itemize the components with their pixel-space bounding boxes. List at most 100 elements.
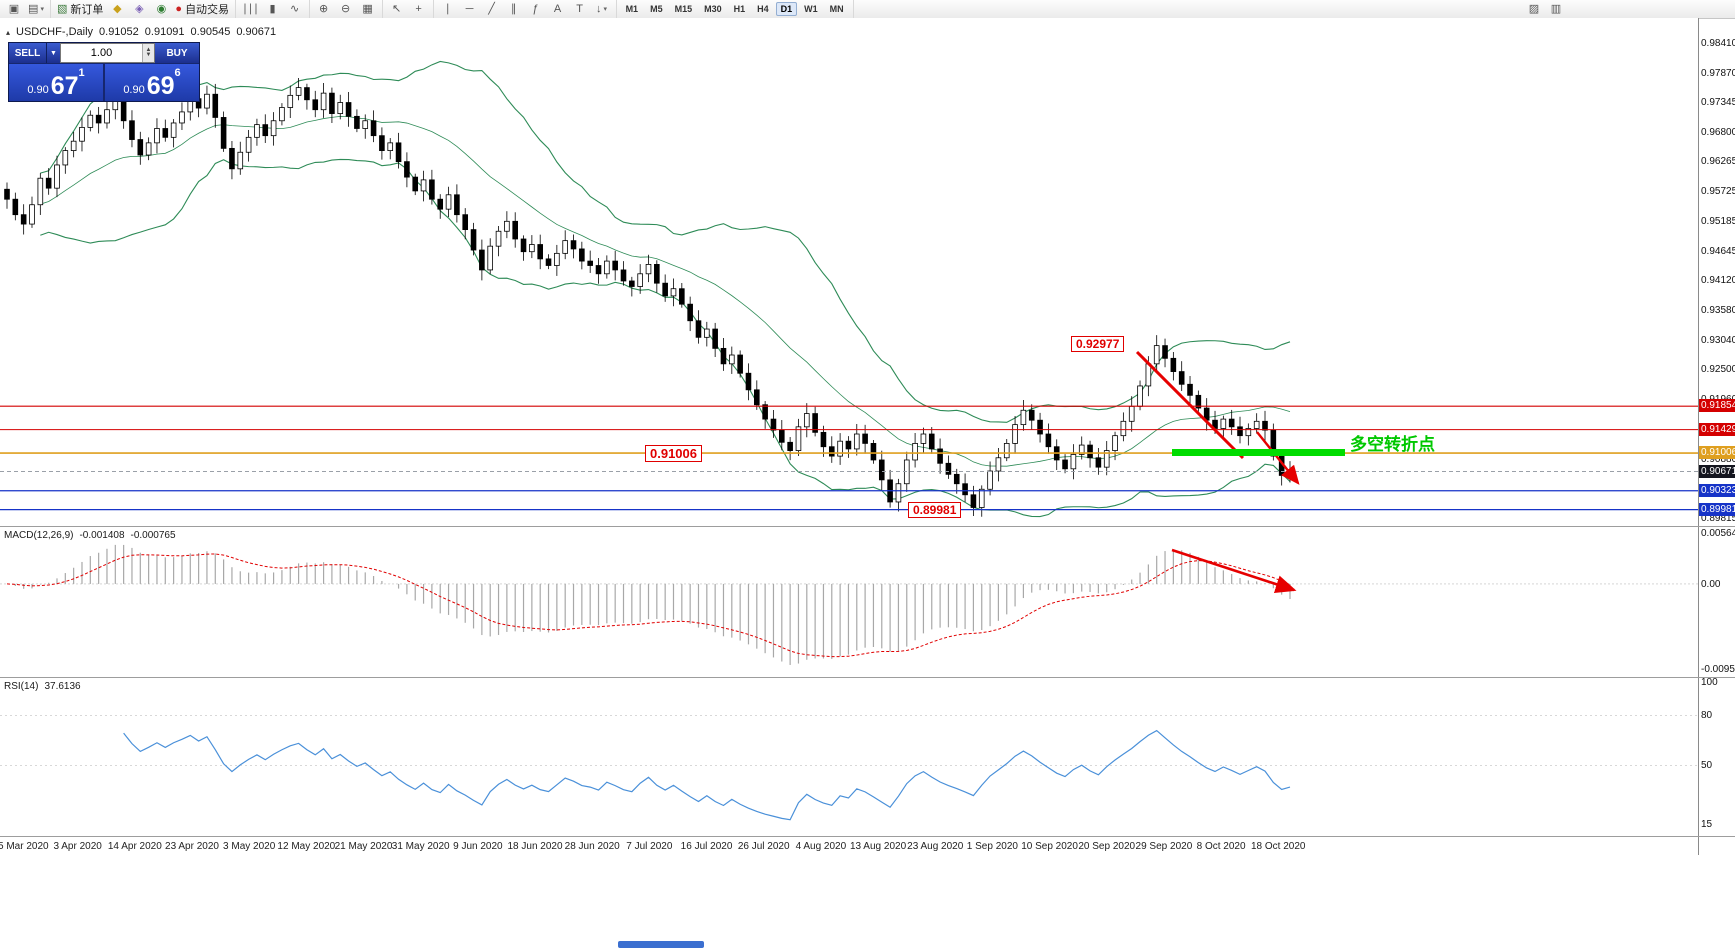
- auto-trading-button[interactable]: ● 自动交易: [173, 2, 231, 17]
- rsi-pane[interactable]: [0, 678, 1698, 836]
- channel-tool-icon: ∥: [510, 2, 517, 15]
- arrows-tool-icon: ↓: [596, 2, 602, 15]
- one-click-collapse-icon[interactable]: ▴: [6, 27, 11, 37]
- candlestick-mode-icon: ▮: [269, 2, 276, 15]
- turning-point-text[interactable]: 多空转折点: [1350, 435, 1435, 454]
- profiles-icon: ▤: [28, 2, 39, 15]
- timeframe-m30[interactable]: M30: [704, 4, 722, 14]
- timeframe-h1[interactable]: H1: [733, 4, 746, 14]
- macd-label: MACD(12,26,9) -0.001408 -0.000765: [4, 530, 176, 541]
- price-scale-label: 0.94120: [1701, 274, 1735, 286]
- price-scale-label: 0.92500: [1701, 364, 1735, 376]
- date-axis-label: 21 May 2020: [334, 841, 393, 852]
- date-axis-label: 10 Sep 2020: [1021, 841, 1078, 852]
- turning-point-zone[interactable]: [1172, 449, 1345, 456]
- fibonacci-tool-button[interactable]: ƒ: [526, 2, 546, 17]
- arrows-tool-button[interactable]: ↓ ▾: [592, 2, 612, 17]
- high-value: 0.91091: [144, 26, 185, 38]
- volume-down-icon[interactable]: ▼: [145, 52, 152, 58]
- scripts-button[interactable]: ◈: [129, 2, 149, 17]
- close-value: 0.90671: [236, 26, 277, 38]
- macd-down-arrow[interactable]: [1171, 548, 1297, 593]
- rsi-scale-label: 15: [1701, 818, 1713, 830]
- object-list-button[interactable]: ▥: [1546, 2, 1566, 17]
- text-tool-button[interactable]: A: [548, 2, 568, 17]
- down-arrow[interactable]: [1256, 431, 1300, 485]
- price-scale-border: [1698, 18, 1699, 855]
- bid-price[interactable]: 0.90 67 1: [9, 64, 103, 101]
- channel-tool-button[interactable]: ∥: [504, 2, 524, 17]
- new-order-button[interactable]: ▧ 新订单: [55, 2, 105, 17]
- volume-field: ▲ ▼: [60, 43, 155, 63]
- candlestick-mode-button[interactable]: ▮: [263, 2, 283, 17]
- line-chart-mode-button[interactable]: ∿: [285, 2, 305, 17]
- bar-chart-mode-button[interactable]: ∣∣∣: [240, 2, 261, 17]
- zoom-out-button[interactable]: ⊖: [336, 2, 356, 17]
- volume-spinner[interactable]: ▲ ▼: [142, 44, 154, 62]
- pane-divider[interactable]: [0, 526, 1735, 527]
- ask-price-small: 0.90: [123, 84, 145, 96]
- object-list-icon: ▥: [1550, 2, 1562, 15]
- pane-divider[interactable]: [0, 836, 1735, 837]
- date-axis-label: 23 Aug 2020: [907, 841, 964, 852]
- timeframe-mn[interactable]: MN: [829, 4, 844, 14]
- key-level-label[interactable]: 0.91006: [645, 445, 702, 462]
- line-chart-mode-icon: ∿: [289, 2, 300, 15]
- timeframe-m5[interactable]: M5: [650, 4, 663, 14]
- price-scale-label: 0.98410: [1701, 37, 1735, 49]
- fibonacci-tool-icon: ƒ: [532, 2, 539, 15]
- scripts-icon: ◈: [135, 2, 144, 15]
- open-value: 0.91052: [99, 26, 139, 38]
- expert-advisors-button[interactable]: ◆: [107, 2, 127, 17]
- price-scale-label: 0.94645: [1701, 245, 1735, 257]
- cursor-tool-button[interactable]: ↖: [387, 2, 407, 17]
- order-type-dropdown-icon[interactable]: ▼: [46, 43, 60, 63]
- profiles-caret-icon: ▾: [40, 6, 44, 13]
- price-badge: 0.90323: [1699, 483, 1735, 497]
- trendline-tool-button[interactable]: ╱: [482, 2, 502, 17]
- sell-button[interactable]: SELL: [9, 43, 46, 63]
- ask-price[interactable]: 0.90 69 6: [105, 64, 199, 101]
- macd-signal-line: [6, 553, 1291, 658]
- tile-windows-icon: ▦: [362, 2, 373, 15]
- rsi-scale-label: 80: [1701, 710, 1713, 722]
- date-axis-label: 28 Jun 2020: [564, 841, 620, 852]
- timeframe-d1[interactable]: D1: [775, 2, 798, 16]
- label-tool-button[interactable]: T: [570, 2, 590, 17]
- pane-divider[interactable]: [0, 677, 1735, 678]
- low-price-label[interactable]: 0.89981: [908, 502, 962, 518]
- tile-windows-button[interactable]: ▦: [358, 2, 378, 17]
- price-scale[interactable]: 0.98410 0.97870 0.97345 0.96800 0.96265 0.957…: [1699, 0, 1735, 855]
- price-badge: 0.91854: [1699, 399, 1735, 413]
- date-axis-label: 18 Jun 2020: [507, 841, 563, 852]
- timeframe-m15[interactable]: M15: [674, 4, 693, 14]
- timeframe-h4[interactable]: H4: [757, 4, 769, 14]
- vertical-line-tool-button[interactable]: ∣: [438, 2, 458, 17]
- price-scale-label: 0.89815: [1701, 512, 1735, 524]
- crosshair-tool-button[interactable]: +: [409, 2, 429, 17]
- horizontal-line-tool-button[interactable]: ─: [460, 2, 480, 17]
- macd-title: MACD(12,26,9): [4, 530, 74, 541]
- indicators-icon: ◉: [156, 2, 167, 15]
- buy-button[interactable]: BUY: [155, 43, 199, 63]
- peak-price-label[interactable]: 0.92977: [1071, 336, 1125, 352]
- profiles-button[interactable]: ▤ ▾: [26, 2, 46, 17]
- timeframe-m1[interactable]: M1: [625, 4, 639, 14]
- new-chart-button[interactable]: ▣: [4, 2, 24, 17]
- macd-pane[interactable]: [0, 527, 1698, 677]
- timeframe-w1[interactable]: W1: [804, 4, 818, 14]
- new-order-label: 新订单: [70, 4, 104, 16]
- candlestick-chart[interactable]: [0, 18, 1698, 526]
- price-scale-label: 0.95185: [1701, 216, 1735, 228]
- indicator-list-button[interactable]: ▨: [1524, 2, 1544, 17]
- indicators-button[interactable]: ◉: [151, 2, 171, 17]
- price-scale-label: 0.97870: [1701, 67, 1735, 79]
- horizontal-scrollbar[interactable]: [618, 941, 704, 948]
- macd-scale-zero: 0.00: [1701, 578, 1721, 590]
- macd-value-1: -0.001408: [79, 530, 125, 541]
- zoom-in-button[interactable]: ⊕: [314, 2, 334, 17]
- volume-up-icon[interactable]: ▲: [145, 47, 152, 53]
- downtrend-line[interactable]: [1135, 350, 1245, 460]
- volume-input[interactable]: [61, 44, 142, 62]
